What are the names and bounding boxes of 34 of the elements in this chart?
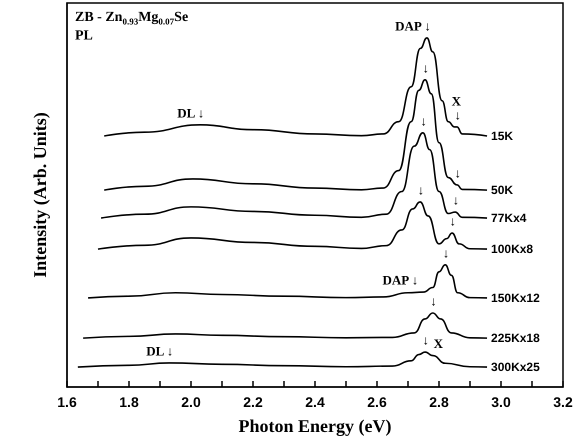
chart-subtitle: PL	[75, 28, 93, 44]
x-tick-label: 2.0	[181, 394, 201, 410]
x-tick-label: 1.6	[57, 394, 77, 410]
annotation: ↓	[430, 293, 437, 308]
annotation: ↓	[418, 182, 424, 198]
annotation: ↓	[442, 245, 450, 260]
annotation: DL ↓	[177, 105, 204, 120]
x-tick-label: 2.6	[367, 394, 387, 410]
series-label: 50K	[491, 183, 514, 198]
x-tick-label: 1.8	[119, 394, 139, 410]
annotation: ↓	[420, 113, 427, 128]
annotation: DAP ↓	[382, 272, 418, 288]
annotation: DAP ↓	[395, 18, 431, 34]
series-label: 225Kx18	[491, 331, 540, 346]
series-label: 100Kx8	[491, 242, 534, 256]
x-axis-title: Photon Energy (eV)	[238, 416, 392, 436]
annotation: ↓	[452, 192, 460, 208]
x-tick-label: 3.2	[553, 394, 573, 410]
annotation: X	[434, 336, 444, 352]
x-tick-label: 3.0	[491, 394, 511, 410]
annotation: ↓	[422, 60, 430, 76]
x-tick-label: 2.2	[243, 394, 263, 410]
y-axis-title: Intensity (Arb. Units)	[30, 112, 50, 278]
annotation: DL ↓	[146, 343, 174, 358]
annotation: ↓	[422, 332, 430, 348]
series-label: 77Kx4	[491, 211, 527, 226]
annotation: ↓	[454, 165, 461, 180]
annotation: ↓	[450, 214, 456, 229]
annotation: X ↓	[452, 93, 462, 122]
series-label: 300Kx25	[491, 360, 540, 374]
series-label: 15K	[491, 129, 514, 144]
series-label: 150Kx12	[491, 290, 540, 305]
x-tick-label: 2.4	[305, 394, 325, 410]
x-tick-label: 2.8	[429, 394, 449, 410]
